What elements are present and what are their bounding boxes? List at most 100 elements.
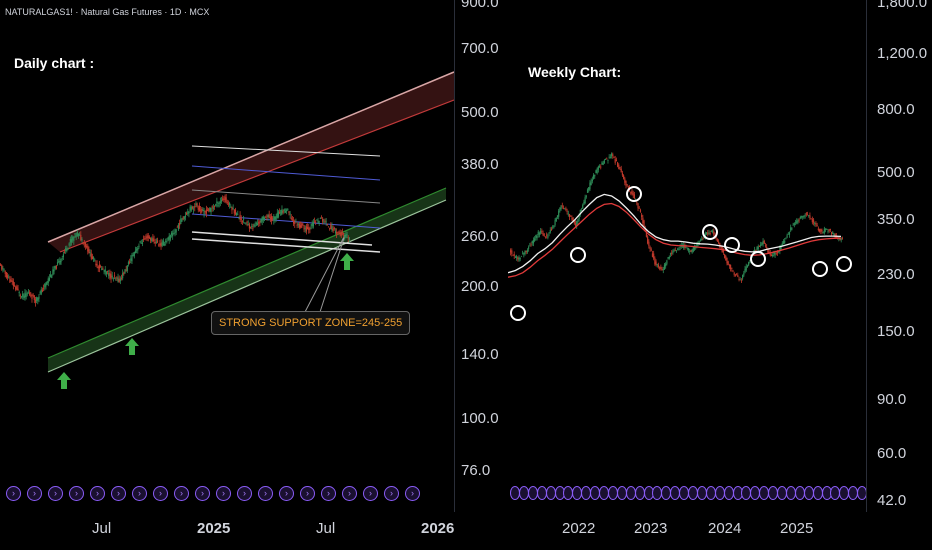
event-marker-icon[interactable]: ›	[258, 486, 273, 501]
daily-chart-pane[interactable]: NATURALGAS1! · Natural Gas Futures · 1D …	[0, 0, 454, 550]
event-marker-icon[interactable]: ›	[6, 486, 21, 501]
candle	[158, 244, 160, 246]
candle	[172, 233, 174, 237]
weekly-chart-pane[interactable]: Weekly Chart:	[508, 0, 932, 550]
moving-average-white	[508, 193, 842, 274]
event-marker-icon[interactable]: ›	[216, 486, 231, 501]
candle	[324, 220, 326, 222]
event-marker-icon[interactable]: ›	[405, 486, 420, 501]
candle	[590, 181, 592, 186]
candle	[566, 210, 568, 213]
candle	[199, 209, 202, 211]
candle	[148, 236, 151, 239]
candle	[197, 207, 199, 210]
candle	[537, 231, 539, 235]
weekly-time-axis[interactable]: 2022 2023 2024 2025	[508, 512, 932, 550]
candle	[661, 268, 663, 271]
candle	[317, 220, 319, 224]
candle	[37, 297, 39, 301]
candle	[348, 237, 351, 240]
candle	[598, 166, 601, 168]
candle	[524, 250, 526, 254]
event-marker-icon[interactable]: ›	[279, 486, 294, 501]
candle	[212, 207, 214, 209]
candle	[31, 297, 33, 299]
candle	[181, 220, 183, 222]
candle	[74, 233, 76, 235]
candle	[12, 281, 14, 286]
candle	[141, 242, 144, 244]
up-arrow-icon	[57, 372, 71, 389]
candle	[6, 275, 9, 278]
highlight-circle	[626, 186, 642, 202]
event-marker-icon[interactable]: ›	[90, 486, 105, 501]
event-marker-icon[interactable]: ›	[195, 486, 210, 501]
daily-price-axis[interactable]: 900.0 700.0 500.0 380.0 260.0 200.0 140.…	[454, 0, 509, 512]
candle	[522, 253, 524, 255]
candle	[594, 174, 596, 177]
event-marker-icon[interactable]: ›	[363, 486, 378, 501]
event-marker-icon[interactable]: ›	[111, 486, 126, 501]
highlight-circle	[836, 256, 852, 272]
event-marker-icon[interactable]: ›	[321, 486, 336, 501]
range-gray-line	[191, 189, 381, 204]
event-marker-icon[interactable]: ›	[27, 486, 42, 501]
candle	[272, 217, 274, 219]
candle	[546, 234, 548, 236]
candle	[110, 273, 112, 279]
candle	[143, 239, 145, 241]
candle	[46, 281, 48, 285]
candle	[268, 214, 270, 218]
candle	[678, 248, 680, 250]
event-marker-icon[interactable]: ›	[300, 486, 315, 501]
candle	[187, 211, 189, 214]
candle	[302, 224, 304, 226]
candle	[201, 208, 203, 213]
event-marker-icon[interactable]: ›	[384, 486, 399, 501]
candle	[161, 242, 163, 246]
event-marker-icon[interactable]: ›	[48, 486, 63, 501]
candle	[130, 258, 132, 261]
candle	[592, 175, 595, 179]
daily-time-axis[interactable]: Jul 2025 Jul 2026	[0, 512, 454, 550]
candle	[659, 266, 661, 269]
candle	[832, 232, 834, 234]
candle	[343, 233, 345, 235]
candle	[234, 209, 237, 215]
candle	[308, 227, 310, 230]
event-marker-icon[interactable]: ›	[153, 486, 168, 501]
candle	[669, 253, 672, 255]
candle	[788, 232, 791, 235]
support-zone-annotation[interactable]: STRONG SUPPORT ZONE=245-255	[211, 311, 411, 335]
resistance-line-upper	[47, 71, 454, 243]
candle	[33, 295, 35, 300]
time-tick: 2026	[421, 520, 455, 537]
event-marker-icon[interactable]: ›	[174, 486, 189, 501]
highlight-circle	[510, 305, 526, 321]
candle	[602, 163, 604, 165]
candle	[62, 254, 64, 258]
candle	[252, 227, 254, 229]
event-marker-icon[interactable]: ›	[342, 486, 357, 501]
candle	[744, 268, 746, 273]
candle	[708, 232, 710, 234]
candle	[5, 272, 7, 278]
event-marker-icon[interactable]: ›	[69, 486, 84, 501]
candle	[311, 222, 313, 227]
resistance-channel	[48, 72, 454, 252]
candle	[604, 158, 607, 160]
candle	[763, 240, 765, 244]
candle	[540, 230, 542, 234]
candle	[36, 297, 38, 302]
candle	[339, 232, 341, 235]
candle	[244, 222, 246, 224]
candle	[702, 237, 704, 239]
candle	[129, 261, 131, 263]
candle	[639, 209, 642, 213]
event-marker-icon[interactable]: ›	[237, 486, 252, 501]
candle	[656, 264, 658, 265]
candle	[56, 262, 59, 265]
weekly-price-axis[interactable]: 1,800.0 1,200.0 800.0 500.0 350.0 230.0 …	[866, 0, 932, 512]
event-marker-icon[interactable]: ›	[132, 486, 147, 501]
candle	[748, 262, 750, 266]
